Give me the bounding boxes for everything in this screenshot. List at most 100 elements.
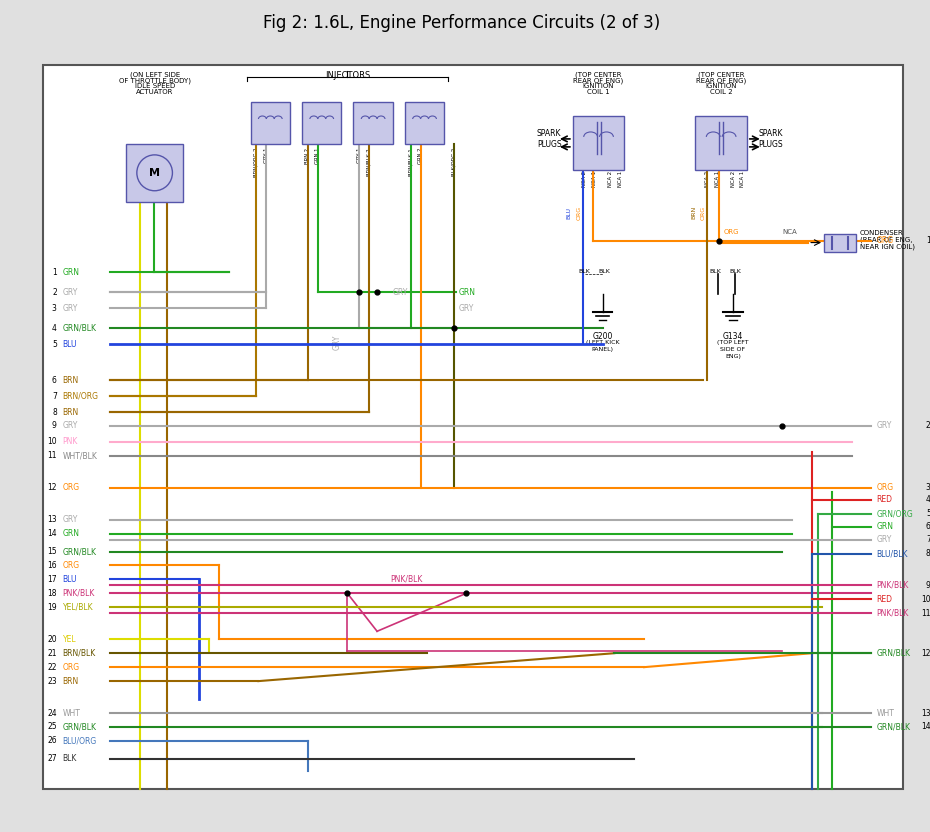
- Text: GRY 1: GRY 1: [264, 148, 269, 163]
- Text: SIDE OF: SIDE OF: [721, 347, 746, 352]
- Text: RED: RED: [876, 495, 893, 504]
- Text: M: M: [149, 168, 160, 178]
- Text: 3: 3: [52, 304, 57, 313]
- Bar: [126, 144, 183, 201]
- Text: PNK/BLK: PNK/BLK: [391, 574, 423, 583]
- Text: 14: 14: [921, 722, 930, 731]
- Text: PNK/BLK: PNK/BLK: [62, 589, 95, 598]
- Text: 4: 4: [422, 134, 427, 143]
- Text: GRN: GRN: [458, 288, 475, 297]
- Text: 18: 18: [47, 589, 57, 598]
- Text: 6: 6: [52, 375, 57, 384]
- Text: BLU: BLU: [566, 206, 571, 219]
- Text: 10: 10: [47, 438, 57, 447]
- Text: BRN/BLK 1: BRN/BLK 1: [408, 148, 413, 176]
- Text: NCA 2: NCA 2: [730, 171, 736, 187]
- Text: ORG: ORG: [876, 483, 894, 493]
- Text: BRN: BRN: [62, 375, 79, 384]
- Text: BLK/ORG 2: BLK/ORG 2: [452, 148, 457, 176]
- Text: NCA 2: NCA 2: [705, 171, 710, 187]
- Text: 6: 6: [926, 522, 930, 531]
- Text: GRN/BLK: GRN/BLK: [876, 722, 910, 731]
- Text: 20: 20: [47, 635, 57, 644]
- Text: 2: 2: [52, 288, 57, 297]
- Text: (TOP CENTER: (TOP CENTER: [576, 72, 622, 77]
- Text: 4: 4: [52, 324, 57, 333]
- Text: GRY: GRY: [62, 304, 78, 313]
- Text: 9: 9: [52, 422, 57, 430]
- Text: 10: 10: [921, 595, 930, 604]
- Text: 1: 1: [52, 268, 57, 277]
- Text: GRY: GRY: [458, 304, 473, 313]
- Text: CONDENSER: CONDENSER: [859, 230, 903, 235]
- Text: GRY: GRY: [62, 515, 78, 524]
- Text: 21: 21: [47, 649, 57, 658]
- Text: 24: 24: [47, 709, 57, 717]
- Text: COIL 1: COIL 1: [587, 89, 610, 95]
- Text: GRN: GRN: [62, 268, 80, 277]
- Text: NCA 1: NCA 1: [714, 171, 720, 187]
- Text: RED: RED: [876, 595, 893, 604]
- Text: BLK: BLK: [710, 270, 721, 275]
- Text: SPARK
PLUGS: SPARK PLUGS: [758, 129, 783, 149]
- Text: IGNITION: IGNITION: [583, 83, 615, 89]
- Text: GRN 1: GRN 1: [315, 148, 320, 165]
- Text: ORG: ORG: [876, 236, 894, 245]
- Text: YEL 1: YEL 1: [138, 148, 142, 165]
- Text: 3: 3: [926, 483, 930, 493]
- Text: 11: 11: [47, 452, 57, 460]
- Text: GRN/ORG: GRN/ORG: [876, 509, 913, 518]
- Text: YEL/BLK: YEL/BLK: [62, 603, 93, 612]
- Text: GRN 2: GRN 2: [152, 148, 156, 168]
- Text: IDLE SPEED: IDLE SPEED: [135, 83, 175, 89]
- Text: ORG: ORG: [701, 206, 706, 220]
- Text: 23: 23: [47, 676, 57, 686]
- Text: GRN 2: GRN 2: [418, 148, 423, 165]
- Text: 12: 12: [922, 649, 930, 658]
- Text: BRN/ORG: BRN/ORG: [62, 392, 99, 400]
- Text: (LEFT KICK: (LEFT KICK: [586, 340, 619, 345]
- Text: 1: 1: [926, 236, 930, 245]
- Text: G134: G134: [723, 332, 743, 341]
- Text: PNK/BLK: PNK/BLK: [876, 609, 909, 618]
- Text: GRN/BLK: GRN/BLK: [62, 324, 97, 333]
- Text: ORG: ORG: [62, 662, 80, 671]
- Text: 13: 13: [47, 515, 57, 524]
- Text: 2: 2: [268, 134, 272, 143]
- Text: 5: 5: [926, 509, 930, 518]
- Bar: [573, 116, 624, 170]
- Text: GRY: GRY: [876, 422, 892, 430]
- Text: (ON LEFT SIDE: (ON LEFT SIDE: [129, 72, 179, 77]
- Text: (TOP LEFT: (TOP LEFT: [717, 340, 749, 345]
- Text: GRN: GRN: [62, 529, 80, 538]
- Text: ORG: ORG: [724, 229, 738, 235]
- Text: 17: 17: [47, 575, 57, 584]
- Text: GRN/BLK: GRN/BLK: [62, 722, 97, 731]
- Text: 25: 25: [47, 722, 57, 731]
- Text: BRN 2: BRN 2: [305, 148, 311, 164]
- Text: ORG: ORG: [62, 561, 80, 570]
- Text: BRN: BRN: [62, 408, 79, 417]
- Text: 16: 16: [47, 561, 57, 570]
- Text: 5: 5: [52, 339, 57, 349]
- Text: GRY: GRY: [62, 288, 78, 297]
- Text: ORG: ORG: [577, 206, 581, 220]
- Text: WHT: WHT: [62, 709, 81, 717]
- Text: IGNITION: IGNITION: [705, 83, 737, 89]
- Text: GRN/BLK: GRN/BLK: [62, 547, 97, 556]
- Text: BLU/ORG: BLU/ORG: [62, 736, 97, 745]
- Text: WHT/BLK: WHT/BLK: [62, 452, 98, 460]
- Text: BRN/BLK: BRN/BLK: [62, 649, 96, 658]
- Text: NEAR IGN COIL): NEAR IGN COIL): [859, 243, 914, 250]
- Text: GRY 1: GRY 1: [357, 148, 362, 163]
- Text: NCA 1: NCA 1: [592, 171, 597, 187]
- Text: OF THROTTLE BODY): OF THROTTLE BODY): [119, 77, 191, 84]
- Text: BRN: BRN: [691, 206, 696, 220]
- Text: NCA 2: NCA 2: [582, 171, 587, 187]
- Text: BLK: BLK: [729, 270, 741, 275]
- Text: REAR OF ENG): REAR OF ENG): [696, 77, 746, 84]
- Bar: [43, 65, 903, 789]
- Text: GRN/BLK: GRN/BLK: [876, 649, 910, 658]
- Text: 13: 13: [921, 709, 930, 717]
- Text: COIL 2: COIL 2: [710, 89, 733, 95]
